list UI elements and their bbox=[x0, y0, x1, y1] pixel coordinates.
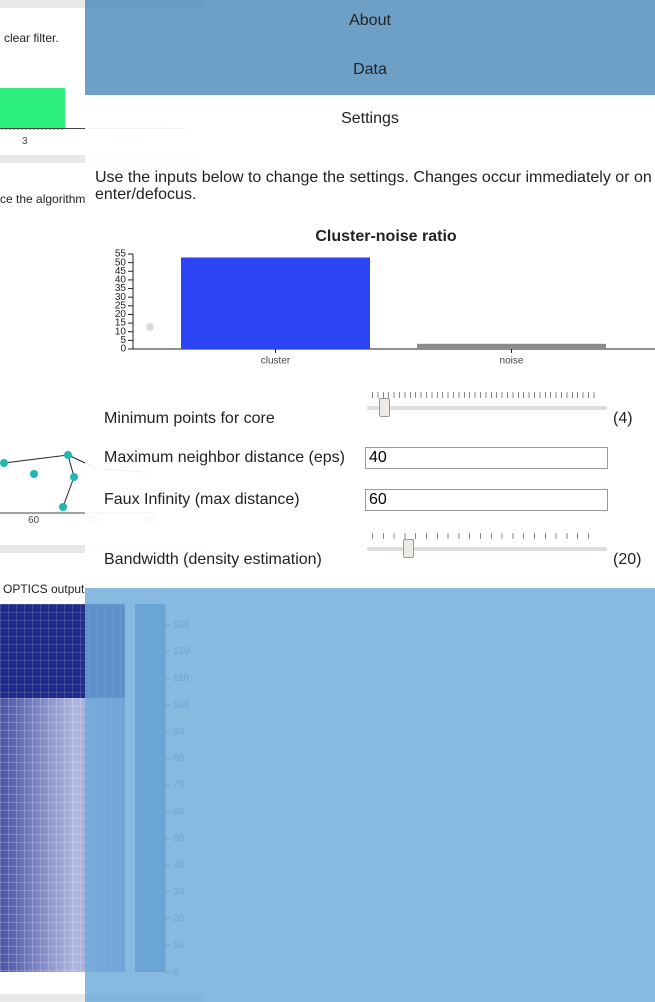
y-tick-label: 0 bbox=[120, 344, 126, 355]
y-tick-label: 45 bbox=[115, 266, 127, 277]
y-tick-label: 20 bbox=[115, 309, 127, 320]
filter-text: clear filter. bbox=[4, 31, 59, 45]
control-label: Bandwidth (density estimation) bbox=[104, 551, 322, 568]
control-label: Faux Infinity (max distance) bbox=[104, 491, 300, 508]
text-input[interactable]: 60 bbox=[365, 489, 608, 511]
y-tick-label: 50 bbox=[115, 257, 127, 268]
marker bbox=[146, 323, 154, 331]
algorithm-text: ce the algorithm bbox=[0, 192, 86, 206]
bg-tick-label: 3 bbox=[22, 136, 28, 147]
text-input[interactable]: 40 bbox=[365, 447, 608, 469]
menu-item[interactable]: Data bbox=[353, 61, 387, 78]
y-tick-label: 15 bbox=[115, 318, 127, 329]
x-tick-label: cluster bbox=[261, 356, 291, 367]
chart: Cluster-noise ratio 05101520253035404550… bbox=[115, 228, 655, 367]
slider-track[interactable] bbox=[367, 547, 607, 551]
bar bbox=[417, 343, 606, 349]
description: Use the inputs below to change the setti… bbox=[95, 169, 652, 203]
control-label: Maximum neighbor distance (eps) bbox=[104, 449, 345, 466]
y-tick-label: 30 bbox=[115, 292, 127, 303]
bg-tick-label: 60 bbox=[28, 515, 40, 526]
bg-bar bbox=[0, 88, 65, 130]
control-value: (4) bbox=[613, 410, 633, 427]
slider-thumb[interactable] bbox=[403, 539, 414, 558]
control-value: (20) bbox=[613, 551, 642, 568]
x-tick-label: noise bbox=[500, 356, 524, 367]
y-tick-label: 25 bbox=[115, 300, 127, 311]
menu-item[interactable]: Settings bbox=[341, 110, 399, 127]
y-tick-label: 35 bbox=[115, 283, 127, 294]
menu-bg bbox=[85, 0, 655, 95]
y-tick-label: 10 bbox=[115, 326, 127, 337]
panel-bottom bbox=[85, 588, 655, 1002]
slider-thumb[interactable] bbox=[379, 398, 390, 417]
slider-track[interactable] bbox=[367, 406, 607, 410]
optics-text: OPTICS output bbox=[3, 582, 85, 596]
slider-ticks bbox=[372, 392, 598, 398]
y-tick-label: 55 bbox=[115, 249, 127, 260]
control-label: Minimum points for core bbox=[104, 410, 275, 427]
menu-item[interactable]: About bbox=[349, 12, 391, 29]
y-tick-label: 5 bbox=[120, 335, 126, 346]
side-panel: About Data Settings Use the inputs below… bbox=[85, 0, 655, 1002]
y-tick-label: 40 bbox=[115, 275, 127, 286]
bar bbox=[181, 257, 370, 349]
chart-title: Cluster-noise ratio bbox=[315, 228, 457, 245]
slider-ticks bbox=[372, 533, 598, 539]
